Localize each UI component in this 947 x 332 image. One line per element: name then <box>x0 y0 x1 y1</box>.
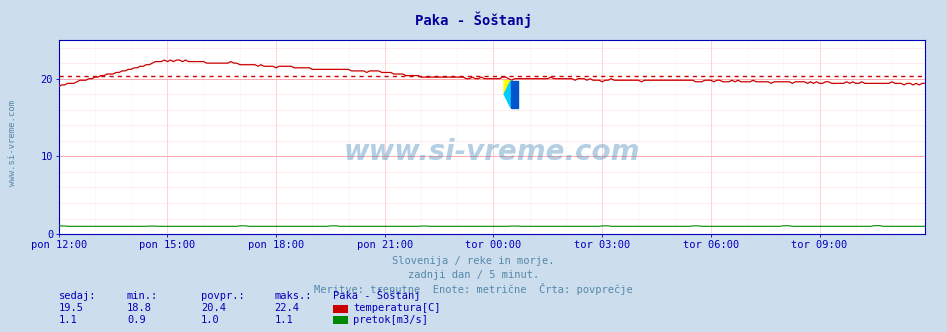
Text: min.:: min.: <box>127 291 158 301</box>
Polygon shape <box>510 81 518 108</box>
Polygon shape <box>504 81 510 108</box>
Text: 20.4: 20.4 <box>201 303 225 313</box>
Text: www.si-vreme.com: www.si-vreme.com <box>344 138 640 166</box>
Text: 18.8: 18.8 <box>127 303 152 313</box>
Text: pretok[m3/s]: pretok[m3/s] <box>353 315 428 325</box>
Polygon shape <box>504 81 510 94</box>
Text: Slovenija / reke in morje.: Slovenija / reke in morje. <box>392 256 555 266</box>
Text: Paka - Šoštanj: Paka - Šoštanj <box>333 290 420 301</box>
Text: Paka - Šoštanj: Paka - Šoštanj <box>415 12 532 28</box>
Text: 1.0: 1.0 <box>201 315 220 325</box>
Text: povpr.:: povpr.: <box>201 291 244 301</box>
Text: 19.5: 19.5 <box>59 303 83 313</box>
Text: zadnji dan / 5 minut.: zadnji dan / 5 minut. <box>408 270 539 280</box>
Text: temperatura[C]: temperatura[C] <box>353 303 440 313</box>
Text: 1.1: 1.1 <box>59 315 78 325</box>
Text: 1.1: 1.1 <box>275 315 294 325</box>
Text: sedaj:: sedaj: <box>59 291 97 301</box>
Text: www.si-vreme.com: www.si-vreme.com <box>8 100 17 186</box>
Text: maks.:: maks.: <box>275 291 313 301</box>
Text: Meritve: trenutne  Enote: metrične  Črta: povprečje: Meritve: trenutne Enote: metrične Črta: … <box>314 283 633 295</box>
Text: 0.9: 0.9 <box>127 315 146 325</box>
Text: 22.4: 22.4 <box>275 303 299 313</box>
